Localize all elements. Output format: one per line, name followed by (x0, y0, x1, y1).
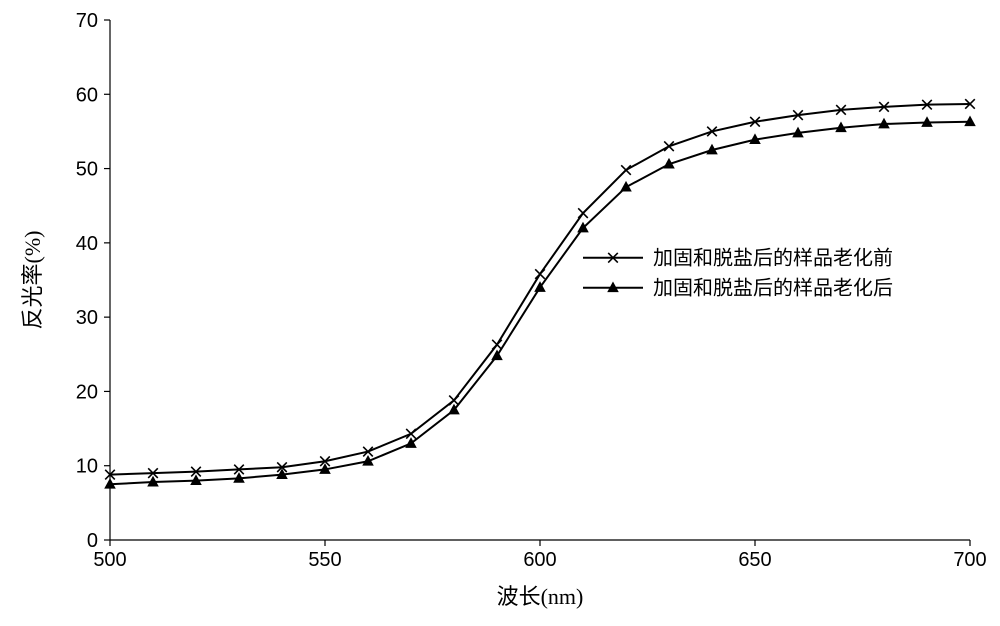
legend-item-after_aging: 加固和脱盐后的样品老化后 (583, 277, 893, 300)
series-after_aging (105, 117, 975, 489)
y-axis-label: 反光率(%) (20, 231, 45, 330)
line-chart: 010203040506070500550600650700波长(nm)反光率(… (0, 0, 1000, 626)
chart-container: 010203040506070500550600650700波长(nm)反光率(… (0, 0, 1000, 626)
series-line (110, 122, 970, 485)
y-tick-label: 10 (76, 456, 98, 478)
series-marker (578, 208, 588, 218)
series-marker (621, 165, 631, 175)
y-tick-label: 40 (76, 233, 98, 255)
y-tick-label: 30 (76, 307, 98, 329)
series-marker (535, 269, 545, 279)
x-tick-label: 500 (93, 549, 126, 571)
series-marker (449, 396, 459, 406)
x-tick-label: 700 (953, 549, 986, 571)
x-axis-label: 波长(nm) (497, 584, 584, 609)
y-tick-label: 50 (76, 159, 98, 181)
y-tick-label: 70 (76, 10, 98, 32)
legend-label: 加固和脱盐后的样品老化前 (653, 247, 893, 270)
x-tick-label: 550 (308, 549, 341, 571)
y-tick-label: 20 (76, 381, 98, 403)
legend-label: 加固和脱盐后的样品老化后 (653, 277, 893, 300)
legend-item-before_aging: 加固和脱盐后的样品老化前 (583, 247, 893, 270)
x-tick-label: 650 (738, 549, 771, 571)
series-marker (492, 340, 502, 350)
series-marker (664, 141, 674, 151)
y-tick-label: 60 (76, 84, 98, 106)
series-marker (406, 429, 416, 439)
x-tick-label: 600 (523, 549, 556, 571)
series-marker (621, 182, 631, 191)
